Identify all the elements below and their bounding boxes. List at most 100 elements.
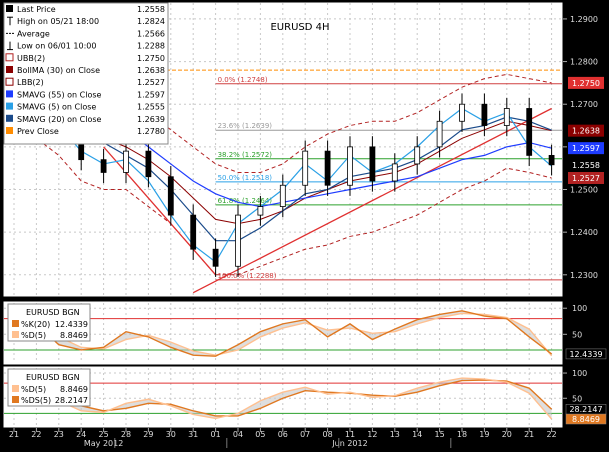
square-lightblue-icon [6,102,13,110]
legend-value: 1.2638 [137,66,165,75]
price-tag [568,124,604,137]
date-tick-label: 22 [31,430,41,439]
stoch-tick-label: 50 [572,330,582,339]
trendline [192,107,552,294]
legend-label: LBB(2) [17,78,44,87]
date-tick-label: 24 [76,430,86,439]
date-tick-label: 08 [323,430,333,439]
price-tag [568,158,604,171]
candle-body [190,214,197,250]
legend-label: Average [17,29,50,38]
legend-value: 1.2558 [137,5,165,14]
legend-box [3,2,169,145]
candle-body [257,206,264,216]
price-tag [568,142,604,155]
price-tick-label: 1.2300 [570,271,598,280]
legend-label: Low on 06/01 10:00 [17,42,96,51]
candle-body [347,146,353,186]
stoch2-legend-box [7,368,91,407]
date-tick-label: 11 [345,430,355,439]
chart-title: EURUSD 4H [270,22,329,33]
date-tick-label: 21 [524,430,534,439]
legend-value: 1.2597 [137,90,165,99]
stoch-tag-label: 12.4339 [569,350,602,359]
stoch1-legend-box [7,303,91,342]
price-tag-label: 1.2558 [572,161,600,170]
price-tick-label: 1.2900 [570,15,598,24]
square-blue-icon [6,90,13,98]
legend-value: 1.2780 [137,127,165,136]
date-tick-label: 14 [412,430,422,439]
stoch1-plot [4,303,562,363]
stoch1-k-label: %K(20) [21,320,50,329]
candle-body [369,146,376,182]
candle-body [324,150,331,186]
month-label: May 2012 [84,439,123,448]
date-tick-label: 30 [166,430,176,439]
stoch-tick-label: 100 [572,369,587,378]
legend-label: SMAVG (5) on Close [17,103,96,112]
date-tick-label: 05 [255,430,265,439]
candle-body [212,248,219,267]
date-tick-label: 22 [547,430,557,439]
date-tick-label: 07 [300,430,310,439]
stoch2-ds-swatch [12,396,19,403]
stoch-fill-area [14,310,552,357]
stoch1-d-value: 8.8469 [60,331,88,340]
date-tick-label: 23 [54,430,64,439]
legend-value: 1.2527 [137,78,165,87]
legend-label: Last Price [17,5,56,14]
square-outline-red-icon [5,53,14,62]
fib-level-label: 61.8% (1.2464) [218,197,273,205]
date-tick-label: 29 [143,430,153,439]
stoch-tag-label: 28.2147 [569,405,602,414]
stoch-tick-label: 50 [572,394,582,403]
date-tick-label: 12 [367,430,377,439]
fib-level-label: 23.6% (1.2639) [218,122,273,130]
stoch-line-a [13,310,553,357]
stoch-line-b [13,312,553,357]
candle-body [302,150,309,186]
legend-value: 1.2555 [137,103,165,112]
date-tick-label: 15 [435,430,445,439]
fib-levels: 0.0% (1.2748) 23.6% (1.2639) 38.2% (1.2572… [215,76,562,281]
square-orange-icon [6,127,13,134]
fib-level-label: 50.0% (1.2518) [218,174,273,182]
candle-body [123,150,129,173]
candle-body [459,103,465,122]
legend-label: UBB(2) [17,54,45,63]
stoch1-legend: EURUSD BGN %K(20) 12.4339 %D(5) 8.8469 [7,303,91,342]
date-tick-label: 31 [188,430,198,439]
candle-body [548,154,555,166]
stoch2-name: EURUSD BGN [26,373,80,382]
date-tick-label: 18 [457,430,467,439]
candle-body [279,184,286,207]
stoch2-legend: EURUSD BGN %D(5) 8.8469 %DS(5) 28.2147 [7,368,91,407]
candle-body [145,150,152,178]
stoch-line-b [13,379,553,417]
square-navy-icon [6,114,13,122]
stoch-line-a [13,377,553,420]
date-tick-label: 19 [479,430,489,439]
price-tag-label: 1.2527 [572,174,600,183]
stoch2-ds-label: %DS(5) [21,396,51,405]
stoch2-ds-value: 28.2147 [55,396,88,405]
price-tick-label: 1.2500 [570,186,598,195]
square-darkred-icon [6,66,13,73]
legend-value: 1.2824 [137,17,165,26]
stoch2-plot [4,368,562,426]
price-tick-label: 1.2400 [570,228,598,237]
date-axis: 21 22 23 24 25 28 29 30 31 01 04 05 06 07 08 11 12 13 14 15… [9,428,557,448]
fib-level-label: 38.2% (1.2572) [218,151,273,159]
price-tag-label: 1.2597 [572,144,600,153]
date-tick-label: 04 [233,430,243,439]
price-tick-label: 1.2700 [570,100,598,109]
trendline [103,146,217,276]
stoch2-d-value: 8.8469 [60,385,88,394]
price-tag-label: 1.2750 [572,79,600,88]
date-tick-label: 06 [278,430,288,439]
stoch1-k-value: 12.4339 [55,320,88,329]
legend-label: SMAVG (55) on Close [17,90,102,99]
date-tick-label: 13 [390,430,400,439]
